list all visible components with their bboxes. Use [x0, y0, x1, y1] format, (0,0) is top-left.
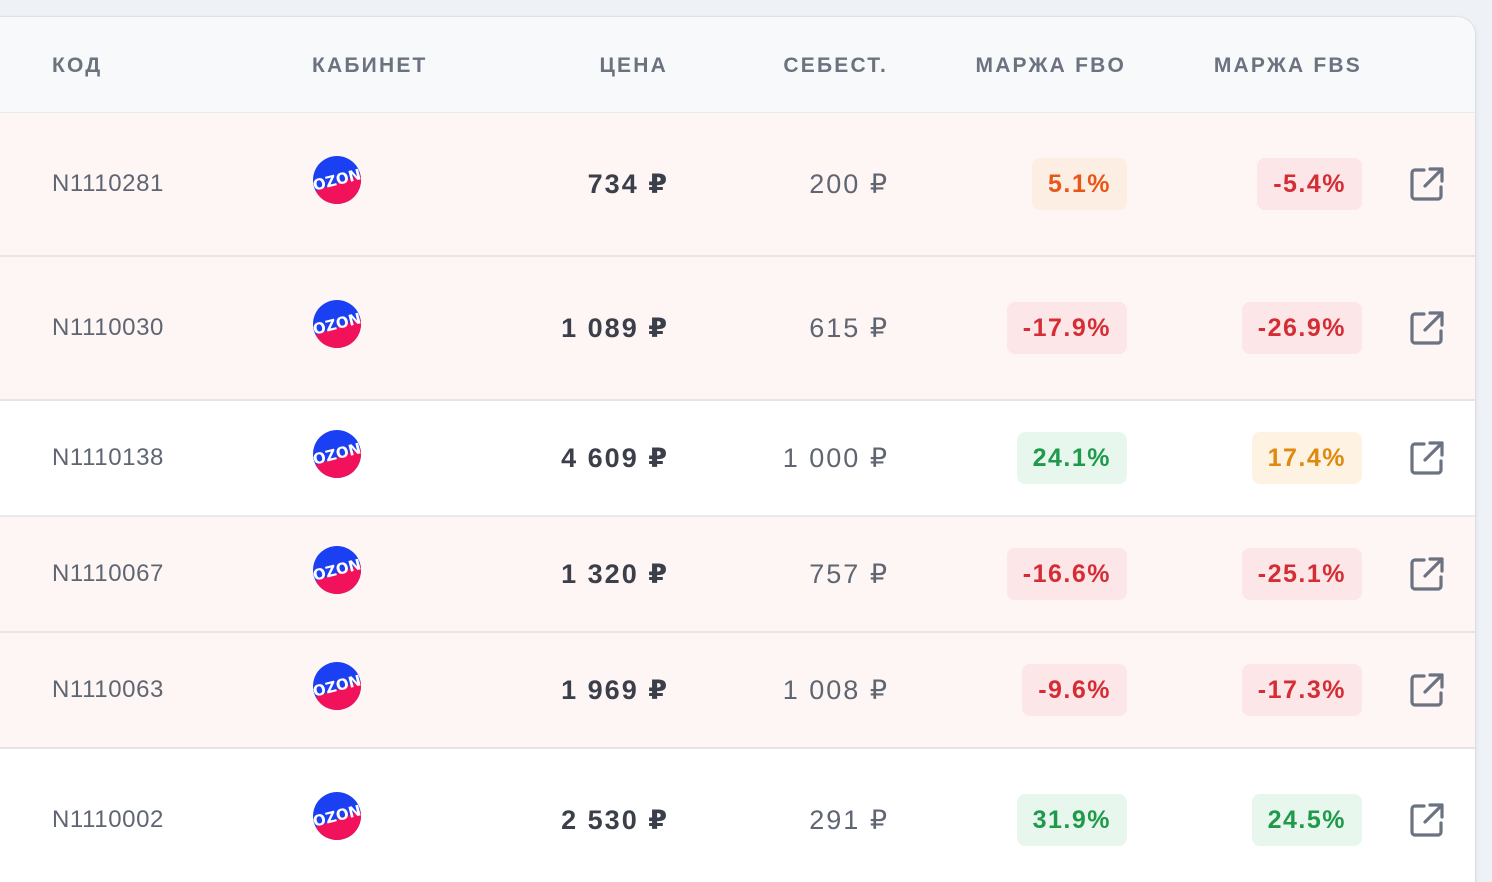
- external-link-icon[interactable]: [1409, 672, 1445, 708]
- cost-value: 1 000 ₽: [782, 443, 889, 473]
- table-row[interactable]: N1110281 OZON 734 ₽ 200 ₽ 5.1% -5.4%: [0, 113, 1475, 257]
- margin-fbo-badge: 5.1%: [1032, 158, 1127, 210]
- margin-fbo-badge: -9.6%: [1022, 664, 1127, 716]
- price-value: 4 609 ₽: [561, 443, 669, 473]
- margin-fbs-badge: -26.9%: [1241, 302, 1362, 354]
- table-body: N1110281 OZON 734 ₽ 200 ₽ 5.1% -5.4% N1110030 O…: [0, 113, 1475, 882]
- table-row[interactable]: N1110002 OZON 2 530 ₽ 291 ₽ 31.9% 24.5%: [0, 749, 1475, 882]
- products-card: КОД КАБИНЕТ ЦЕНА СЕБЕСТ. МАРЖА FBO МАРЖА…: [0, 17, 1475, 882]
- margin-fbs-badge: -17.3%: [1241, 664, 1362, 716]
- cost-value: 757 ₽: [809, 559, 889, 589]
- table-row[interactable]: N1110138 OZON 4 609 ₽ 1 000 ₽ 24.1% 17.4%: [0, 401, 1475, 517]
- product-code: N1110063: [52, 676, 165, 703]
- product-code: N1110067: [52, 560, 165, 587]
- product-code: N1110030: [52, 314, 165, 341]
- table-row[interactable]: N1110030 OZON 1 089 ₽ 615 ₽ -17.9% -26.9%: [0, 257, 1475, 401]
- cost-value: 291 ₽: [809, 805, 889, 835]
- cost-value: 615 ₽: [809, 313, 889, 343]
- external-link-icon[interactable]: [1409, 166, 1445, 202]
- cost-value: 200 ₽: [809, 169, 889, 199]
- product-code: N1110002: [52, 806, 165, 833]
- column-header-margin-fbo[interactable]: МАРЖА FBO: [975, 54, 1126, 77]
- ozon-logo-icon: OZON: [313, 430, 361, 478]
- price-value: 734 ₽: [587, 169, 669, 199]
- margin-fbo-badge: -17.9%: [1006, 302, 1127, 354]
- margin-fbs-badge: 24.5%: [1251, 794, 1362, 846]
- table-row[interactable]: N1110067 OZON 1 320 ₽ 757 ₽ -16.6% -25.1%: [0, 517, 1475, 633]
- external-link-icon[interactable]: [1409, 310, 1445, 346]
- margin-fbo-badge: -16.6%: [1006, 548, 1127, 600]
- column-header-code[interactable]: КОД: [52, 54, 103, 77]
- ozon-logo-icon: OZON: [313, 792, 361, 840]
- margin-fbo-badge: 24.1%: [1016, 432, 1127, 484]
- cost-value: 1 008 ₽: [782, 675, 889, 705]
- column-header-cost[interactable]: СЕБЕСТ.: [783, 54, 888, 77]
- column-header-price[interactable]: ЦЕНА: [599, 54, 668, 77]
- price-value: 1 969 ₽: [561, 675, 669, 705]
- table-row[interactable]: N1110063 OZON 1 969 ₽ 1 008 ₽ -9.6% -17.3%: [0, 633, 1475, 749]
- ozon-logo-icon: OZON: [313, 546, 361, 594]
- table-header: КОД КАБИНЕТ ЦЕНА СЕБЕСТ. МАРЖА FBO МАРЖА…: [0, 17, 1475, 113]
- ozon-logo-icon: OZON: [313, 300, 361, 348]
- column-header-cabinet[interactable]: КАБИНЕТ: [312, 54, 428, 77]
- products-table: КОД КАБИНЕТ ЦЕНА СЕБЕСТ. МАРЖА FBO МАРЖА…: [0, 17, 1475, 882]
- margin-fbo-badge: 31.9%: [1016, 794, 1127, 846]
- margin-fbs-badge: -5.4%: [1257, 158, 1362, 210]
- ozon-logo-icon: OZON: [313, 662, 361, 710]
- external-link-icon[interactable]: [1409, 802, 1445, 838]
- column-header-margin-fbs[interactable]: МАРЖА FBS: [1213, 54, 1362, 77]
- product-code: N1110281: [52, 170, 165, 197]
- price-value: 1 320 ₽: [561, 559, 669, 589]
- price-value: 1 089 ₽: [561, 313, 669, 343]
- external-link-icon[interactable]: [1409, 556, 1445, 592]
- external-link-icon[interactable]: [1409, 440, 1445, 476]
- margin-fbs-badge: -25.1%: [1241, 548, 1362, 600]
- ozon-logo-icon: OZON: [313, 156, 361, 204]
- margin-fbs-badge: 17.4%: [1251, 432, 1362, 484]
- price-value: 2 530 ₽: [561, 805, 669, 835]
- product-code: N1110138: [52, 444, 165, 471]
